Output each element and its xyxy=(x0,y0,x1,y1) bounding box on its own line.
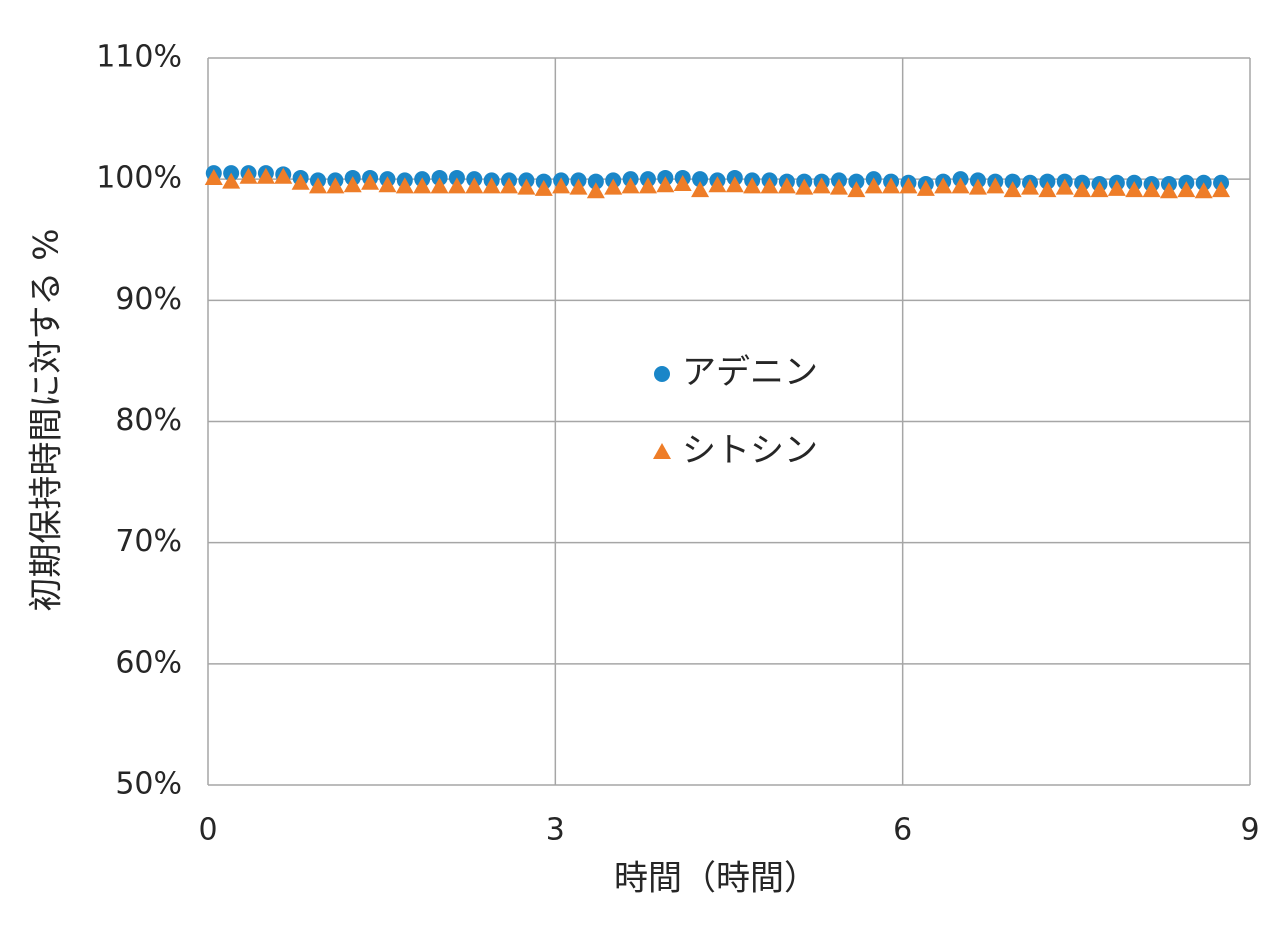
marker-triangle xyxy=(691,181,710,198)
marker-triangle xyxy=(274,167,293,184)
marker-triangle xyxy=(1090,181,1109,198)
marker-triangle xyxy=(447,177,466,194)
legend-label: アデニン xyxy=(682,353,818,393)
marker-triangle xyxy=(552,177,571,194)
marker-triangle xyxy=(864,177,883,194)
marker-triangle xyxy=(361,173,380,190)
marker-triangle xyxy=(812,177,831,194)
y-tick-label: 90% xyxy=(115,282,182,317)
marker-triangle xyxy=(829,178,848,195)
marker-triangle xyxy=(1212,181,1231,198)
marker-triangle xyxy=(239,167,258,184)
marker-triangle xyxy=(256,167,275,184)
marker-triangle xyxy=(1194,182,1213,199)
marker-triangle xyxy=(604,178,623,195)
marker-triangle xyxy=(308,177,327,194)
y-tick-label: 80% xyxy=(115,403,182,438)
marker-triangle xyxy=(395,177,414,194)
marker-triangle xyxy=(534,179,553,196)
y-axis-title: 初期保持時間に対する % xyxy=(27,228,67,611)
marker-triangle xyxy=(222,172,241,189)
marker-circle xyxy=(692,171,709,188)
marker-triangle xyxy=(586,182,605,199)
marker-triangle xyxy=(656,176,675,193)
marker-triangle xyxy=(968,178,987,195)
marker-triangle xyxy=(621,177,640,194)
legend-label: シトシン xyxy=(682,431,818,471)
x-tick-label: 0 xyxy=(198,813,217,848)
marker-triangle xyxy=(882,177,901,194)
marker-triangle xyxy=(291,173,310,190)
y-tick-label: 110% xyxy=(96,40,182,75)
marker-triangle xyxy=(725,176,744,193)
marker-triangle xyxy=(986,177,1005,194)
x-axis-title: 時間（時間） xyxy=(614,859,818,899)
marker-triangle xyxy=(343,176,362,193)
marker-triangle xyxy=(430,177,449,194)
marker-triangle xyxy=(413,177,432,194)
y-tick-label: 60% xyxy=(115,645,182,680)
marker-triangle xyxy=(1073,181,1092,198)
marker-triangle xyxy=(1003,181,1022,198)
marker-triangle xyxy=(500,177,519,194)
legend-marker xyxy=(653,443,671,459)
x-tick-label: 3 xyxy=(546,813,565,848)
marker-triangle xyxy=(517,178,536,195)
marker-triangle xyxy=(673,175,692,192)
marker-triangle xyxy=(569,178,588,195)
marker-triangle xyxy=(465,177,484,194)
marker-triangle xyxy=(1107,179,1126,196)
marker-triangle xyxy=(743,177,762,194)
marker-triangle xyxy=(638,177,657,194)
marker-triangle xyxy=(760,177,779,194)
x-tick-label: 6 xyxy=(893,813,912,848)
y-tick-label: 70% xyxy=(115,524,182,559)
marker-triangle xyxy=(1159,182,1178,199)
x-tick-label: 9 xyxy=(1240,813,1259,848)
marker-triangle xyxy=(708,176,727,193)
legend-marker xyxy=(654,366,670,382)
marker-triangle xyxy=(1038,181,1057,198)
marker-triangle xyxy=(482,177,501,194)
y-tick-label: 100% xyxy=(96,161,182,196)
marker-triangle xyxy=(1021,178,1040,195)
marker-triangle xyxy=(204,168,223,185)
marker-triangle xyxy=(934,177,953,194)
marker-triangle xyxy=(847,181,866,198)
marker-triangle xyxy=(951,177,970,194)
marker-triangle xyxy=(1142,181,1161,198)
marker-triangle xyxy=(326,177,345,194)
marker-triangle xyxy=(1177,181,1196,198)
marker-triangle xyxy=(899,177,918,194)
marker-triangle xyxy=(777,177,796,194)
marker-triangle xyxy=(1055,178,1074,195)
marker-triangle xyxy=(916,179,935,196)
marker-triangle xyxy=(795,178,814,195)
y-tick-label: 50% xyxy=(115,767,182,802)
marker-circle xyxy=(587,173,604,190)
marker-triangle xyxy=(1125,181,1144,198)
marker-triangle xyxy=(378,176,397,193)
